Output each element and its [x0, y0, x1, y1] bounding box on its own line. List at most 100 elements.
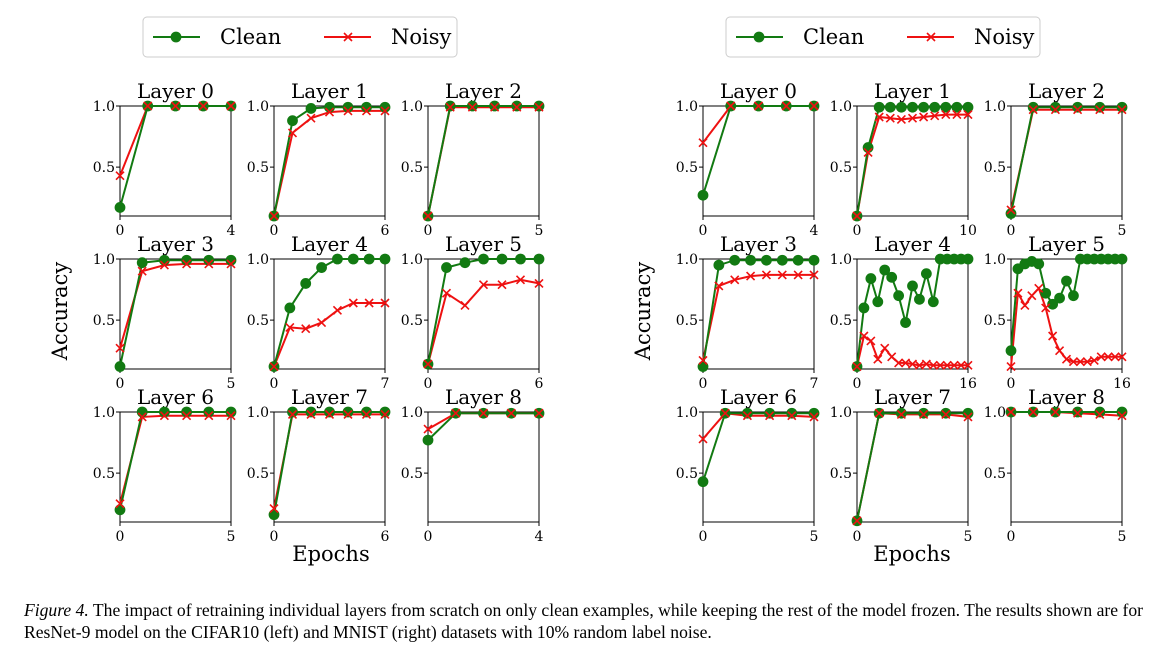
subplot-layer-6: Layer 6 1.0 0.5 0 5: [676, 385, 820, 545]
x-tick-label: 0: [270, 529, 279, 545]
clean-series-line: [702, 412, 814, 483]
noisy-series-line: [273, 413, 385, 509]
subplot-frame: [1010, 411, 1123, 523]
clean-series-line: [119, 259, 231, 367]
subplot-title: Layer 0: [720, 79, 797, 103]
noisy-series-line: [119, 262, 231, 349]
noisy-point: [1073, 408, 1083, 418]
clean-point: [332, 253, 343, 265]
noisy-point: [963, 360, 973, 370]
y-tick-label: 1.0: [676, 99, 698, 115]
noisy-point: [714, 281, 724, 291]
clean-point: [361, 101, 372, 113]
x-tick-label: 10: [959, 223, 977, 239]
x-tick-label: 16: [959, 376, 977, 392]
noisy-point: [730, 275, 740, 285]
y-tick-label: 0.5: [830, 313, 852, 329]
clean-point: [444, 100, 456, 112]
clean-series-line: [856, 412, 968, 522]
noisy-point: [809, 101, 819, 111]
clean-point: [287, 115, 298, 127]
subplot-plot-area: [697, 407, 820, 488]
subplot-layer-6: Layer 6 1.0 0.5 0 5: [93, 385, 237, 545]
clean-point: [893, 290, 905, 302]
subplot-plot-area: [851, 253, 974, 372]
noisy-point: [380, 298, 390, 308]
noisy-point: [1041, 303, 1051, 313]
clean-point: [886, 271, 898, 283]
y-tick-label: 0.5: [247, 466, 269, 482]
noisy-point: [1117, 352, 1127, 362]
x-tick-label: 5: [810, 529, 819, 545]
x-tick-label: 0: [270, 223, 279, 239]
clean-point: [324, 101, 335, 113]
noisy-point: [949, 360, 959, 370]
subplot-plot-area: [851, 407, 974, 527]
clean-point: [379, 101, 391, 113]
clean-point: [697, 189, 709, 201]
noisy-point: [1034, 283, 1044, 293]
clean-point: [1027, 101, 1039, 113]
clean-point: [363, 253, 375, 265]
noisy-point: [512, 102, 522, 112]
clean-point: [940, 101, 952, 113]
noisy-point: [742, 411, 752, 421]
clean-point: [533, 100, 545, 112]
noisy-point: [852, 211, 862, 221]
clean-point: [478, 253, 489, 265]
noisy-point: [894, 358, 904, 368]
noisy-point: [880, 343, 890, 353]
subplot-layer-4: Layer 4 1.0 0.5 0 7: [247, 232, 391, 392]
noisy-point: [874, 408, 884, 418]
noisy-point: [809, 270, 819, 280]
clean-point: [940, 407, 952, 419]
clean-point: [225, 254, 237, 266]
subplot-plot-area: [422, 100, 545, 222]
y-tick-label: 0.5: [984, 160, 1006, 176]
y-tick-label: 0.5: [984, 466, 1006, 482]
noisy-point: [460, 300, 470, 311]
noisy-point: [874, 112, 884, 122]
noisy-point: [170, 101, 181, 111]
clean-point: [1033, 258, 1045, 270]
x-axis-label: Epochs: [292, 542, 369, 566]
subplot-layer-4: Layer 4 1.0 0.5 0 16: [830, 232, 977, 392]
noisy-series-line: [1010, 108, 1122, 211]
x-tick-label: 4: [535, 529, 544, 545]
legend: Clean Noisy: [725, 16, 1041, 58]
noisy-point: [143, 101, 153, 111]
clean-point: [879, 264, 891, 276]
noisy-point: [1028, 407, 1038, 417]
clean-point: [287, 406, 298, 418]
subplot-layer-1: Layer 1 1.0 0.5 0 6: [247, 79, 391, 239]
clean-point: [284, 302, 296, 314]
subplot-plot-area: [422, 253, 545, 370]
clean-series-line: [119, 105, 231, 208]
noisy-point: [1117, 411, 1127, 421]
subplot-title: Layer 6: [720, 385, 797, 409]
subplot-layer-3: Layer 3 1.0 0.5 0 5: [93, 232, 237, 392]
clean-point: [808, 407, 820, 419]
noisy-point: [198, 101, 208, 111]
y-tick-label: 1.0: [830, 405, 852, 421]
noisy-point: [534, 278, 544, 289]
clean-point: [203, 254, 215, 266]
clean-point: [1116, 406, 1128, 418]
noisy-series-line: [119, 414, 231, 504]
noisy-point: [1013, 288, 1023, 298]
y-tick-label: 1.0: [984, 405, 1006, 421]
subplot-frame: [702, 258, 815, 370]
clean-point: [884, 101, 896, 113]
noisy-series-line: [702, 412, 815, 440]
noisy-point: [698, 355, 708, 366]
subplot-title: Layer 2: [1028, 79, 1105, 103]
noisy-series-line: [856, 412, 969, 522]
noisy-point: [941, 109, 951, 120]
clean-point: [379, 406, 391, 418]
clean-point: [776, 254, 788, 266]
noisy-point: [859, 331, 869, 341]
clean-point: [342, 406, 354, 418]
subplot-frame: [427, 105, 540, 217]
clean-point: [422, 434, 434, 446]
